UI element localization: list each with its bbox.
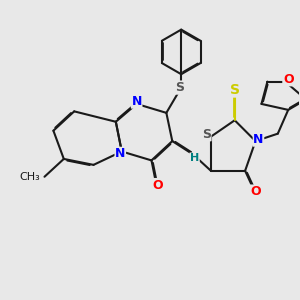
Text: N: N [131,95,142,108]
Text: CH₃: CH₃ [19,172,40,182]
Text: N: N [253,133,264,146]
Text: H: H [190,153,199,163]
Text: S: S [175,81,184,94]
Text: O: O [283,73,293,86]
Text: S: S [202,128,211,141]
Text: O: O [250,185,261,198]
Text: O: O [152,178,163,192]
Text: N: N [115,147,125,161]
Text: S: S [230,83,240,97]
